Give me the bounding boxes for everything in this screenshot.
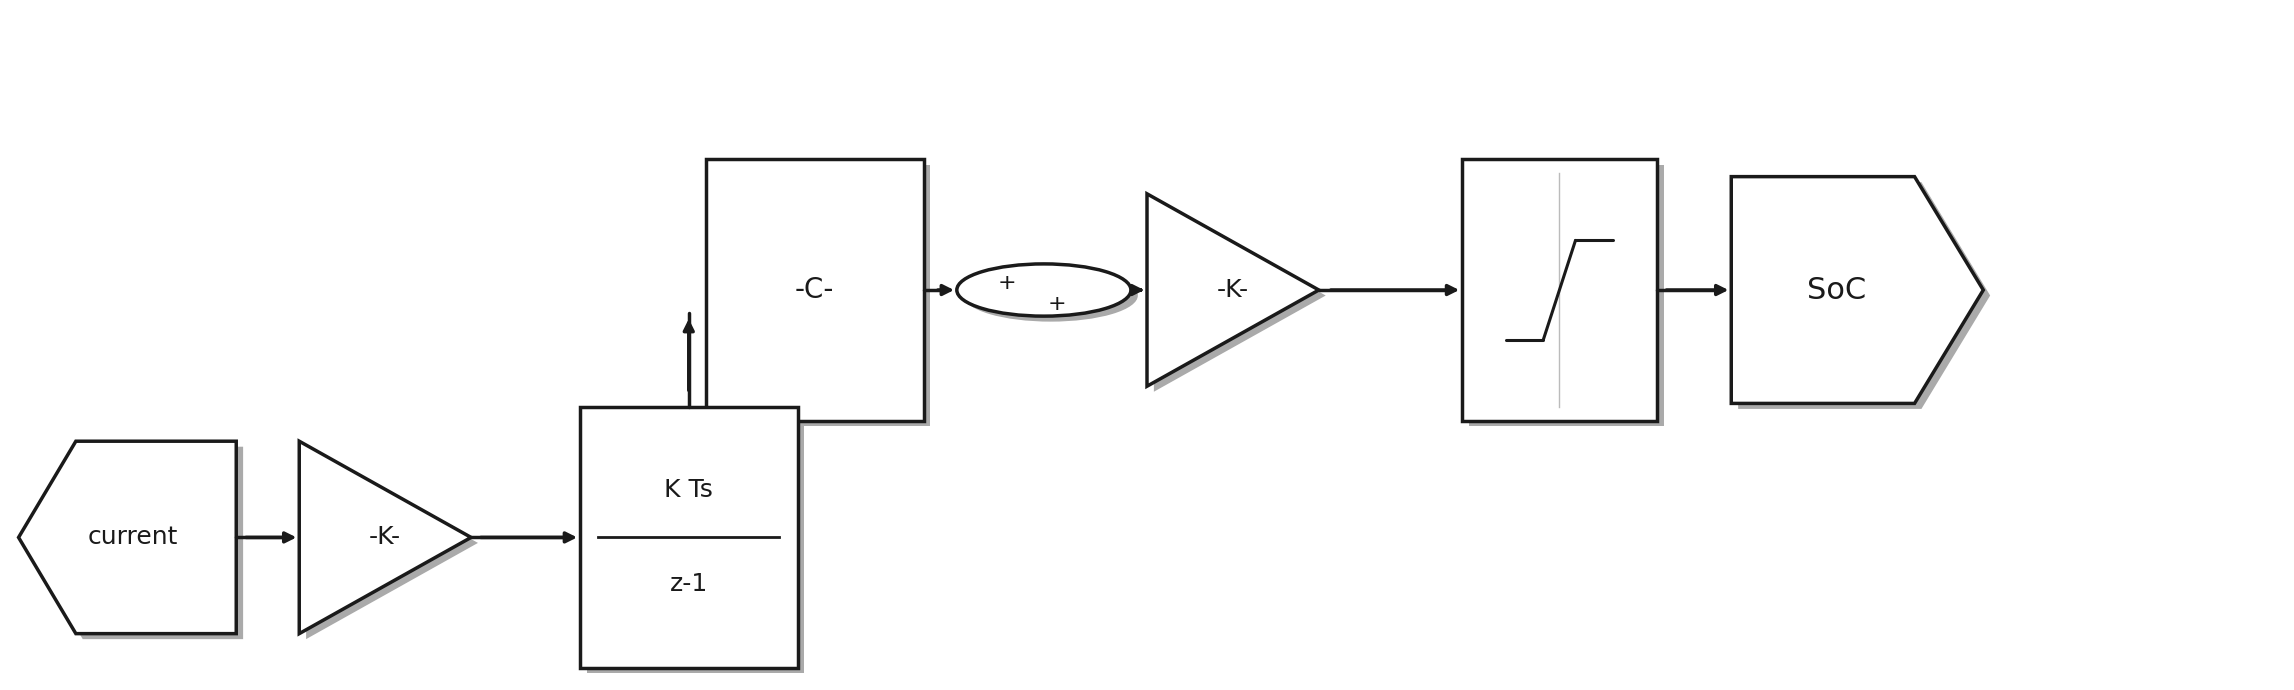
Bar <box>1468 165 1663 426</box>
Text: -K-: -K- <box>1216 278 1248 302</box>
Bar <box>580 407 798 668</box>
Polygon shape <box>18 441 236 633</box>
Polygon shape <box>298 441 470 633</box>
Text: current: current <box>87 525 179 549</box>
Text: +: + <box>998 273 1016 293</box>
Bar <box>713 165 931 426</box>
Polygon shape <box>1147 194 1319 386</box>
Polygon shape <box>1739 182 1991 409</box>
Text: -C-: -C- <box>796 276 835 304</box>
Polygon shape <box>1732 177 1984 404</box>
Polygon shape <box>25 446 243 639</box>
Circle shape <box>963 269 1138 322</box>
Circle shape <box>957 264 1131 316</box>
Text: -K-: -K- <box>369 525 401 549</box>
Text: +: + <box>1048 294 1067 313</box>
Polygon shape <box>1154 199 1326 392</box>
Text: K Ts: K Ts <box>665 478 713 502</box>
Polygon shape <box>305 446 477 639</box>
Text: SoC: SoC <box>1808 275 1867 304</box>
Text: z-1: z-1 <box>670 573 709 596</box>
Bar <box>587 413 805 673</box>
Bar <box>1461 159 1656 421</box>
Bar <box>707 159 924 421</box>
